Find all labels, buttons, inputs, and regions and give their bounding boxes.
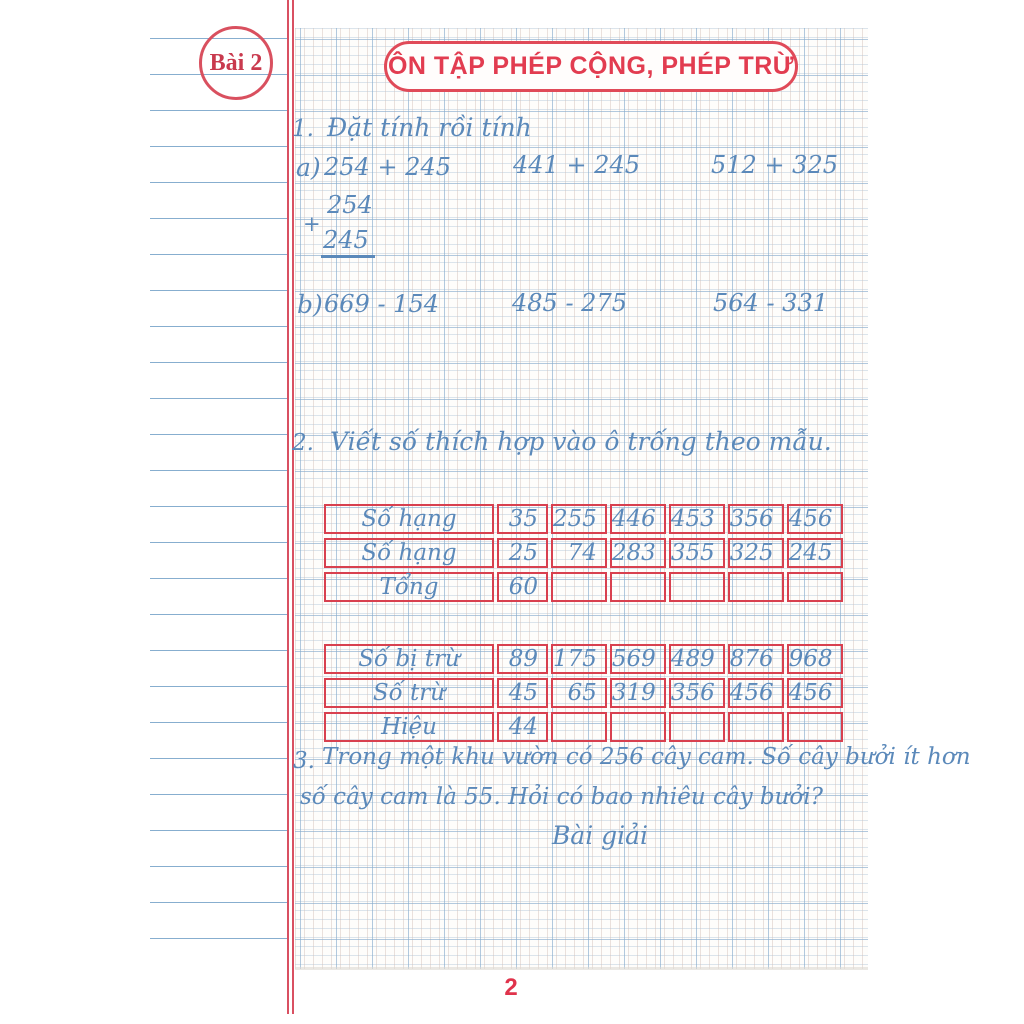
vertical-addition-top: 254 [327, 191, 373, 219]
table-cell: 175 [551, 644, 607, 674]
table-cell: 968 [786, 644, 843, 674]
exercise1-prompt: Đặt tính rồi tính [327, 113, 532, 142]
problem-expression: 441 + 245 [513, 151, 640, 179]
exercise2-number: 2. [292, 430, 314, 456]
problem-expression: 254 + 245 [324, 153, 451, 181]
exercise1-number: 1. [292, 116, 314, 142]
exercise3-line2: số cây cam là 55. Hỏi có bao nhiêu cây b… [300, 784, 823, 810]
lesson-badge: Bài 2 [199, 26, 273, 100]
problem-expression: 512 + 325 [711, 151, 838, 179]
table-cell: 65 [551, 678, 607, 708]
exercise2-prompt: Viết số thích hợp vào ô trống theo mẫu. [330, 427, 832, 456]
table-cell: 45 [497, 678, 548, 708]
table-cell [727, 572, 784, 602]
table-cell: 60 [497, 572, 548, 602]
table-cell: 319 [609, 678, 666, 708]
vertical-addition-bottom: 245 [321, 226, 375, 258]
table-cell: 446 [609, 504, 666, 534]
table-cell: 325 [727, 538, 784, 568]
table-cell: Số hạng [324, 538, 494, 568]
table-cell: 456 [786, 678, 843, 708]
table-row: Tổng 60 [324, 572, 843, 602]
exercise3-line1: Trong một khu vườn có 256 cây cam. Số câ… [322, 744, 971, 770]
table-cell: 489 [668, 644, 725, 674]
table-cell [786, 572, 843, 602]
table-cell [668, 572, 725, 602]
subtraction-table: Số bị trừ 89 175 569 489 876 968 Số trừ … [321, 640, 846, 746]
table-cell: 35 [497, 504, 548, 534]
table-cell: 356 [727, 504, 784, 534]
page-title: ÔN TẬP PHÉP CỘNG, PHÉP TRỪ [384, 41, 798, 92]
notebook-margin-lines [150, 3, 287, 947]
table-cell [609, 712, 666, 742]
exercise3-number: 3. [293, 748, 315, 774]
table-cell: 355 [668, 538, 725, 568]
exercise1-part-a-label: a) [296, 153, 321, 182]
page-number: 2 [504, 974, 518, 1001]
problem-expression: 564 - 331 [713, 289, 828, 317]
addition-table: Số hạng 35 255 446 453 356 456 Số hạng 2… [321, 500, 846, 606]
table-cell: 876 [727, 644, 784, 674]
table-cell: 569 [609, 644, 666, 674]
table-cell: 74 [551, 538, 607, 568]
table-row: Số hạng 25 74 283 355 325 245 [324, 538, 843, 568]
plus-sign: + [303, 212, 321, 236]
table-cell: Số trừ [324, 678, 494, 708]
table-row: Số bị trừ 89 175 569 489 876 968 [324, 644, 843, 674]
problem-expression: 485 - 275 [512, 289, 627, 317]
table-cell: 456 [786, 504, 843, 534]
table-cell [786, 712, 843, 742]
table-row: Số trừ 45 65 319 356 456 456 [324, 678, 843, 708]
table-cell: Số bị trừ [324, 644, 494, 674]
table-cell: 456 [727, 678, 784, 708]
table-cell [551, 572, 607, 602]
table-cell: 25 [497, 538, 548, 568]
table-cell: 283 [609, 538, 666, 568]
table-cell: 44 [497, 712, 548, 742]
red-margin-rule [287, 0, 294, 1014]
underlined-addend: 245 [321, 226, 375, 258]
exercise1-part-b-label: b) [297, 290, 323, 319]
table-row: Hiệu 44 [324, 712, 843, 742]
table-cell [668, 712, 725, 742]
table-cell: Số hạng [324, 504, 494, 534]
table-cell: 255 [551, 504, 607, 534]
table-cell: 453 [668, 504, 725, 534]
problem-expression: 669 - 154 [324, 290, 439, 318]
table-row: Số hạng 35 255 446 453 356 456 [324, 504, 843, 534]
graph-paper [295, 28, 868, 969]
table-cell: Hiệu [324, 712, 494, 742]
table-cell [551, 712, 607, 742]
table-cell: 245 [786, 538, 843, 568]
table-cell [609, 572, 666, 602]
table-cell [727, 712, 784, 742]
solution-heading: Bài giải [551, 821, 649, 850]
table-cell: 356 [668, 678, 725, 708]
table-cell: Tổng [324, 572, 494, 602]
page-edge-shadow [295, 967, 868, 970]
table-cell: 89 [497, 644, 548, 674]
